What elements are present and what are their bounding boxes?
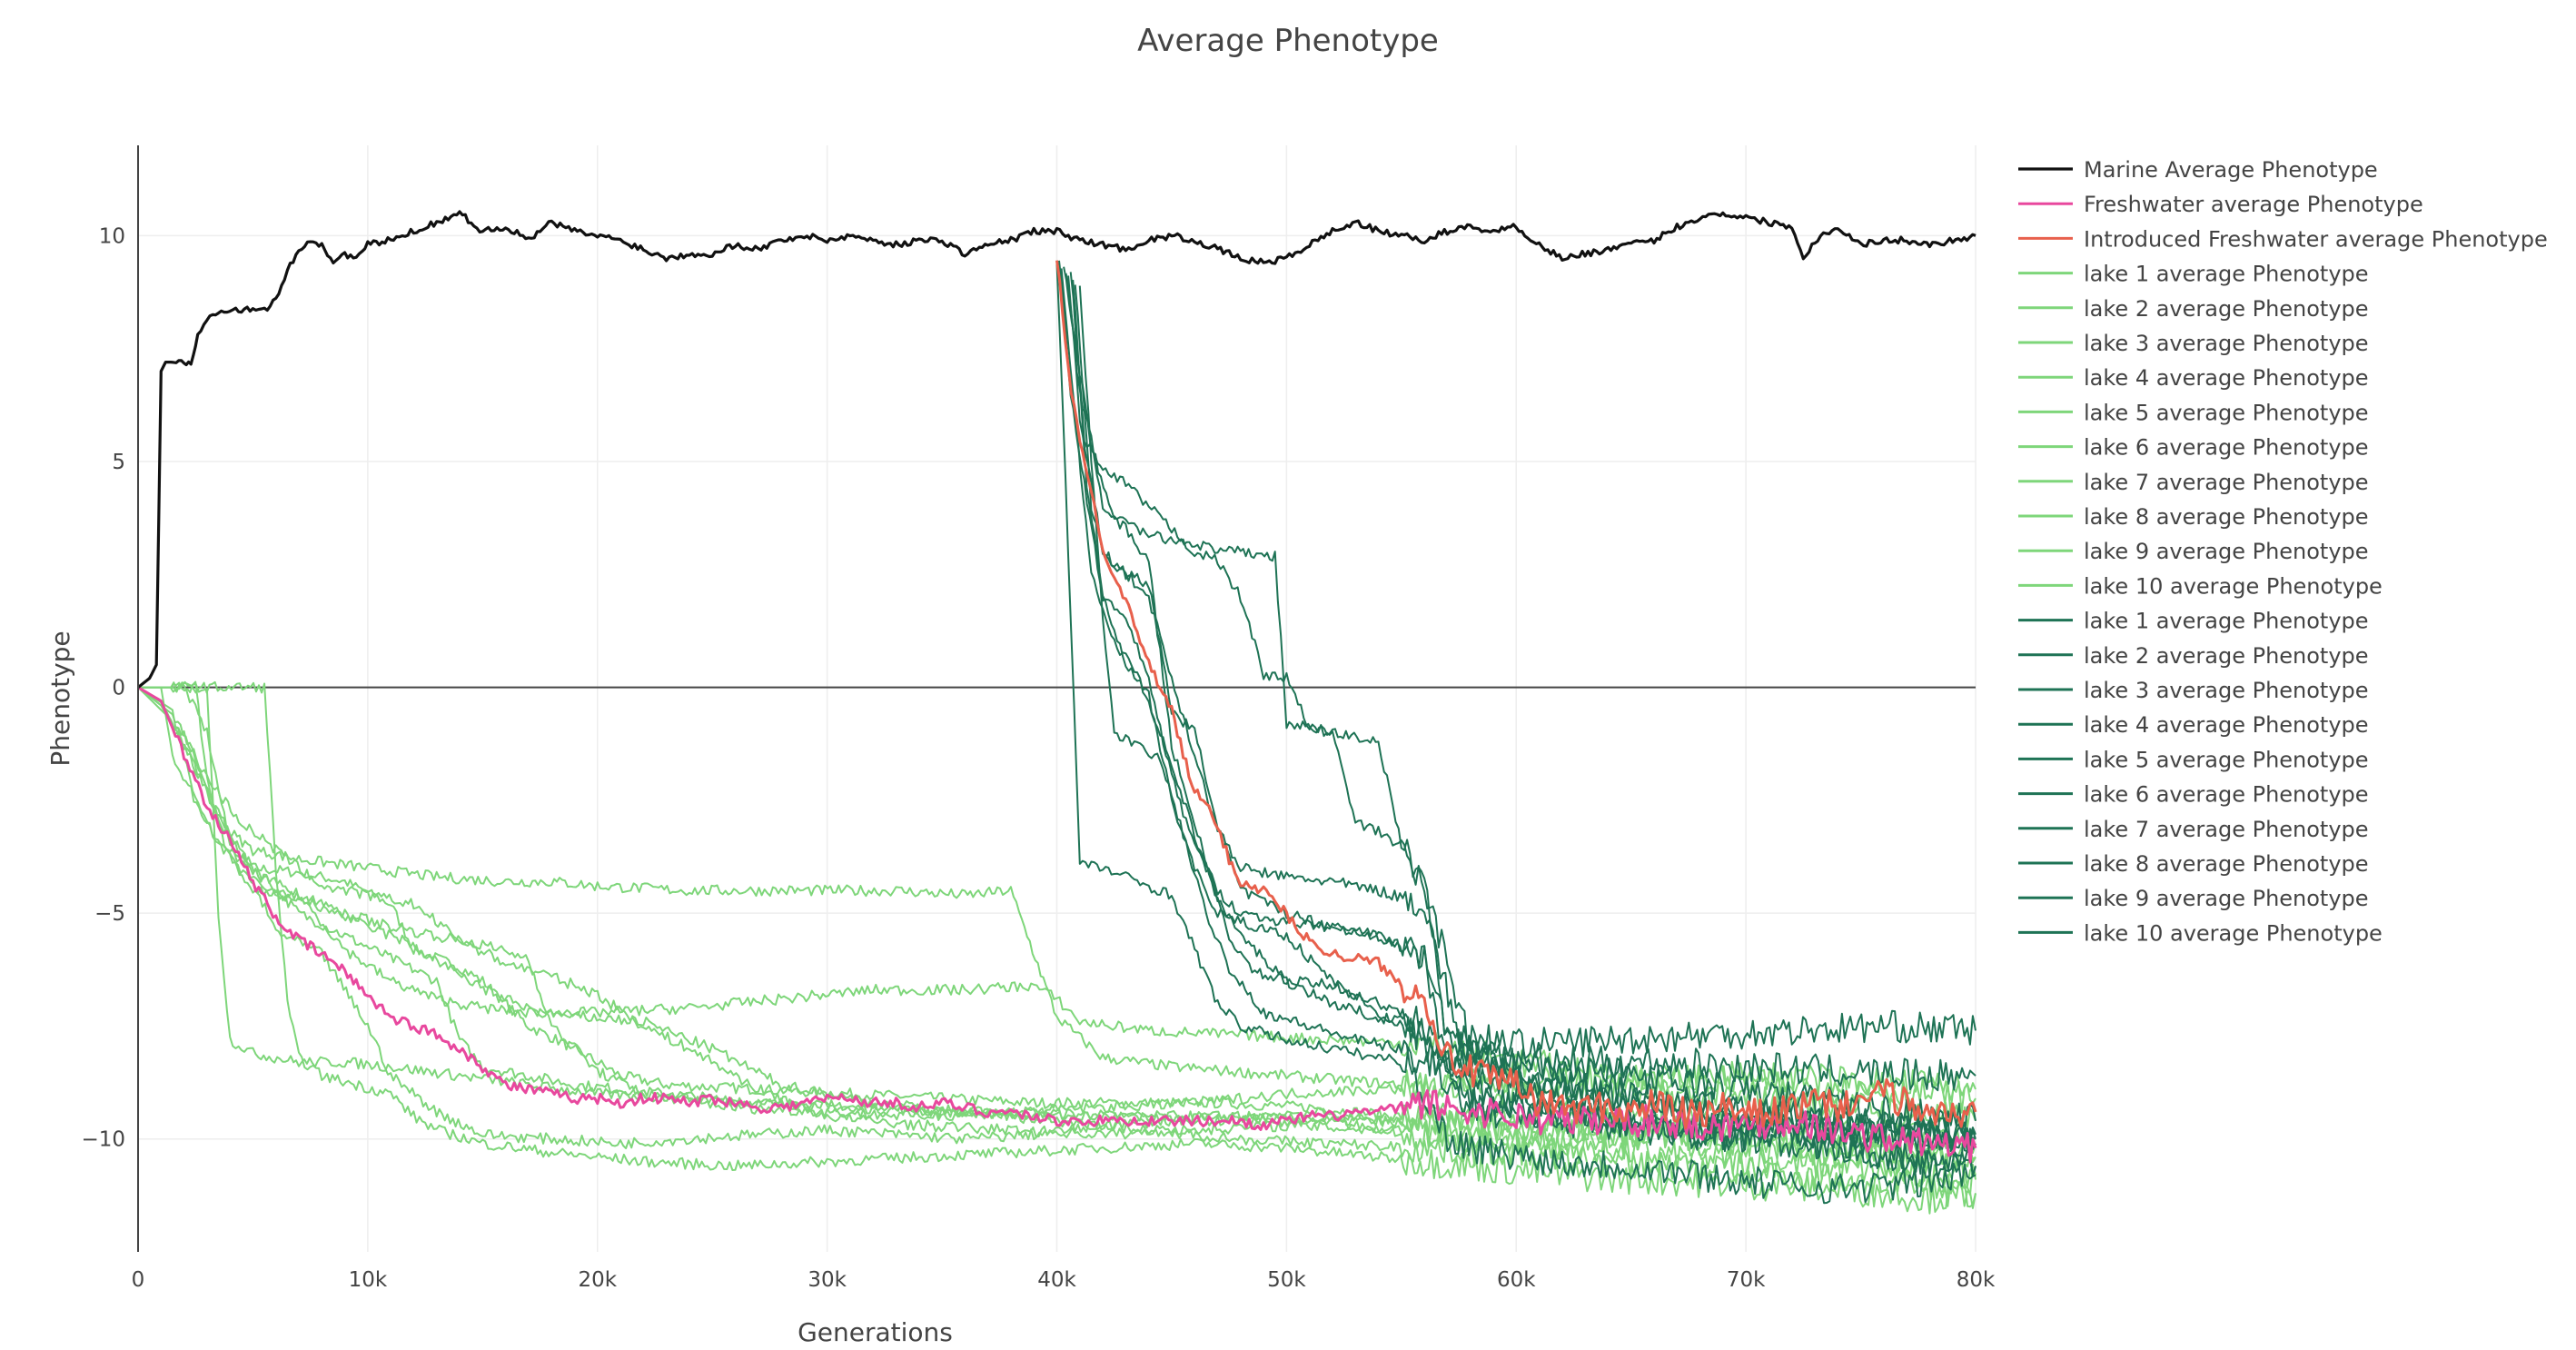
y-axis-title: Phenotype	[45, 630, 75, 766]
legend-label: lake 7 average Phenotype	[2084, 817, 2369, 842]
legend-item[interactable]: lake 10 average Phenotype	[2018, 920, 2383, 946]
y-tick-label: −5	[94, 902, 125, 926]
x-tick-label: 30k	[807, 1268, 847, 1292]
y-tick-label: −10	[81, 1128, 125, 1152]
x-tick-label: 70k	[1727, 1268, 1766, 1292]
series-line	[137, 210, 1977, 689]
legend-item[interactable]: lake 8 average Phenotype	[2018, 851, 2369, 877]
legend-item[interactable]: Marine Average Phenotype	[2018, 157, 2378, 183]
legend-label: Introduced Freshwater average Phenotype	[2084, 226, 2548, 252]
legend-label: lake 10 average Phenotype	[2084, 920, 2383, 946]
gridlines	[138, 145, 1977, 1252]
legend-label: lake 9 average Phenotype	[2084, 539, 2369, 564]
legend-item[interactable]: lake 5 average Phenotype	[2018, 400, 2369, 425]
legend-label: lake 6 average Phenotype	[2084, 782, 2369, 808]
legend-label: Marine Average Phenotype	[2084, 157, 2378, 183]
series-line	[1058, 260, 1977, 1157]
legend-item[interactable]: lake 6 average Phenotype	[2018, 782, 2369, 808]
legend-label: lake 5 average Phenotype	[2084, 400, 2369, 425]
legend-item[interactable]: lake 9 average Phenotype	[2018, 539, 2369, 564]
series-line	[1069, 272, 1977, 1153]
legend-label: lake 9 average Phenotype	[2084, 886, 2369, 911]
legend-label: lake 5 average Phenotype	[2084, 747, 2369, 772]
legend-label: lake 2 average Phenotype	[2084, 296, 2369, 322]
legend-item[interactable]: lake 1 average Phenotype	[2018, 262, 2369, 287]
chart-title: Average Phenotype	[1137, 23, 1439, 59]
x-tick-label: 10k	[349, 1268, 388, 1292]
x-axis-title: Generations	[798, 1317, 953, 1347]
legend-item[interactable]: lake 2 average Phenotype	[2018, 296, 2369, 322]
y-tick-labels: −10 −5 0 5 10	[81, 224, 125, 1151]
legend-item[interactable]: lake 7 average Phenotype	[2018, 817, 2369, 842]
legend-item[interactable]: lake 9 average Phenotype	[2018, 886, 2369, 911]
x-tick-label: 0	[132, 1268, 145, 1292]
legend-label: lake 6 average Phenotype	[2084, 435, 2369, 461]
legend-item[interactable]: lake 2 average Phenotype	[2018, 643, 2369, 669]
series-line	[138, 686, 1977, 1121]
x-tick-label: 50k	[1267, 1268, 1306, 1292]
y-tick-label: 5	[112, 451, 125, 474]
legend-item[interactable]: lake 1 average Phenotype	[2018, 609, 2369, 634]
legend-label: lake 4 average Phenotype	[2084, 712, 2369, 738]
legend-label: lake 8 average Phenotype	[2084, 851, 2369, 877]
series-line	[1072, 280, 1977, 1177]
legend-label: lake 10 average Phenotype	[2084, 573, 2383, 599]
legend-item[interactable]: lake 10 average Phenotype	[2018, 573, 2383, 599]
legend-item[interactable]: lake 6 average Phenotype	[2018, 435, 2369, 461]
series-line	[1067, 275, 1977, 1060]
legend-item[interactable]: lake 7 average Phenotype	[2018, 470, 2369, 495]
legend-label: lake 1 average Phenotype	[2084, 262, 2369, 287]
y-tick-label: 10	[99, 224, 125, 248]
series-line	[1078, 285, 1977, 1205]
legend-label: lake 7 average Phenotype	[2084, 470, 2369, 495]
series-line	[137, 686, 1977, 1171]
x-tick-label: 80k	[1957, 1268, 1996, 1292]
x-tick-label: 20k	[578, 1268, 617, 1292]
legend-item[interactable]: Introduced Freshwater average Phenotype	[2018, 226, 2548, 252]
legend-item[interactable]: lake 5 average Phenotype	[2018, 747, 2369, 772]
series-line	[137, 686, 1977, 1164]
series-line	[1065, 273, 1977, 1136]
legend-item[interactable]: lake 3 average Phenotype	[2018, 331, 2369, 356]
legend-label: Freshwater average Phenotype	[2084, 192, 2423, 217]
legend[interactable]: Marine Average Phenotype Freshwater avera…	[2018, 157, 2548, 946]
legend-label: lake 3 average Phenotype	[2084, 331, 2369, 356]
y-tick-label: 0	[112, 677, 125, 700]
series-line	[1055, 260, 1977, 1130]
x-tick-label: 60k	[1497, 1268, 1536, 1292]
legend-item[interactable]: lake 4 average Phenotype	[2018, 712, 2369, 738]
series-line	[137, 686, 1977, 1209]
series-lines	[137, 210, 1977, 1215]
legend-label: lake 1 average Phenotype	[2084, 609, 2369, 634]
legend-item[interactable]: lake 4 average Phenotype	[2018, 365, 2369, 391]
series-line	[138, 680, 1977, 1215]
legend-label: lake 8 average Phenotype	[2084, 504, 2369, 530]
legend-label: lake 3 average Phenotype	[2084, 678, 2369, 703]
legend-item[interactable]: lake 8 average Phenotype	[2018, 504, 2369, 530]
series-line	[138, 683, 1977, 1196]
legend-item[interactable]: Freshwater average Phenotype	[2018, 192, 2423, 217]
x-tick-labels: 0 10k 20k 30k 40k 50k 60k 70k 80k	[132, 1268, 1996, 1292]
x-tick-label: 40k	[1037, 1268, 1076, 1292]
series-line	[137, 686, 1977, 1114]
legend-label: lake 2 average Phenotype	[2084, 643, 2369, 669]
legend-label: lake 4 average Phenotype	[2084, 365, 2369, 391]
legend-item[interactable]: lake 3 average Phenotype	[2018, 678, 2369, 703]
series-line	[1063, 266, 1977, 1152]
